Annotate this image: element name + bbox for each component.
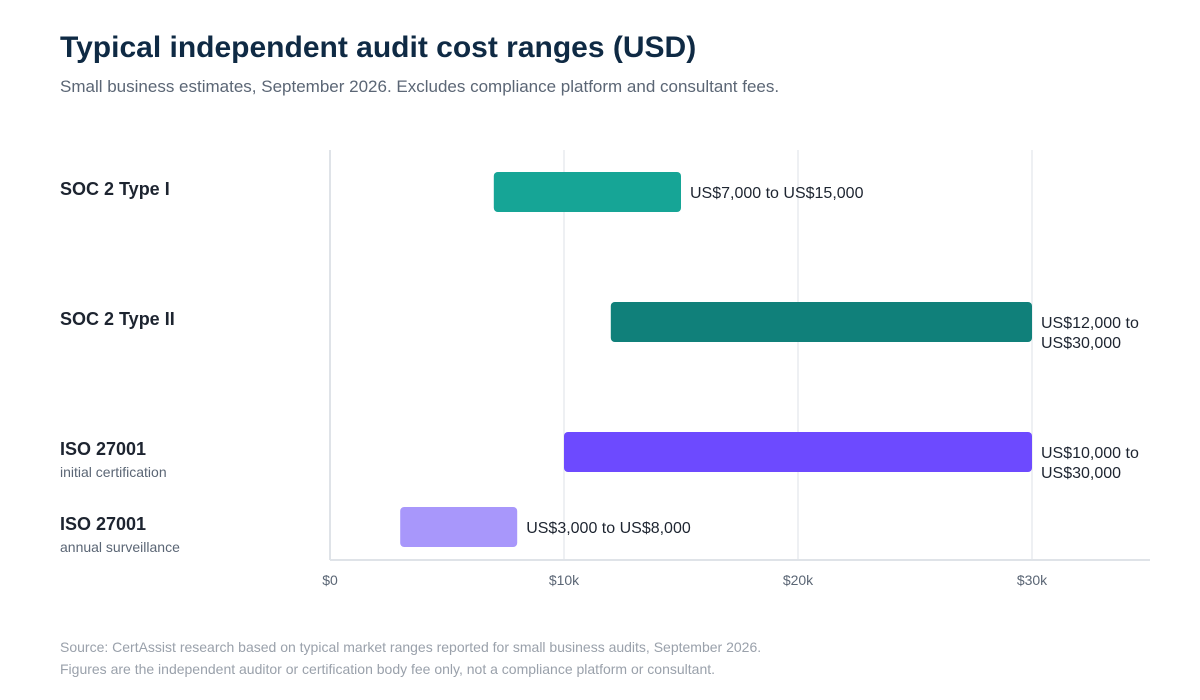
category-label-3: ISO 27001 [60,514,146,534]
category-sublabel-3: annual surveillance [60,539,180,555]
value-label-2-line-1: US$30,000 [1041,465,1121,482]
chart-title: Typical independent audit cost ranges (U… [60,31,697,64]
value-label-2: US$10,000 to US$30,000 [1041,445,1139,482]
category-label-2: ISO 27001 [60,439,146,459]
range-bar-2 [564,432,1032,472]
category-label-0: SOC 2 Type I [60,179,170,199]
audit-cost-range-chart: $0 $10k $20k $30k SOC 2 Type I US$7,000 to US… [60,150,1150,588]
scope-note: Figures are the independent auditor or c… [60,661,716,677]
value-label-0-line-0: US$7,000 to US$15,000 [690,185,864,202]
chart-footer: Source: CertAssist research based on typ… [60,636,761,680]
range-bar-0 [493,172,681,212]
x-tick-label-1: $10k [549,572,580,588]
value-label-1: US$12,000 to US$30,000 [1041,315,1139,352]
source-note: Source: CertAssist research based on typ… [60,639,762,655]
range-bar-1 [610,302,1032,342]
range-bar-3 [400,507,518,547]
value-label-3-line-0: US$3,000 to US$8,000 [526,520,691,537]
x-tick-label-0: $0 [322,572,338,588]
value-label-0: US$7,000 to US$15,000 [690,185,864,202]
x-tick-label-2: $20k [783,572,814,588]
x-tick-label-3: $30k [1017,572,1048,588]
value-label-2-line-0: US$10,000 to [1041,445,1139,462]
chart-subtitle: Small business estimates, September 2026… [60,77,780,96]
value-label-1-line-0: US$12,000 to [1041,315,1139,332]
value-label-3: US$3,000 to US$8,000 [526,520,691,537]
category-label-1: SOC 2 Type II [60,309,175,329]
value-label-1-line-1: US$30,000 [1041,335,1121,352]
category-sublabel-2: initial certification [60,464,167,480]
